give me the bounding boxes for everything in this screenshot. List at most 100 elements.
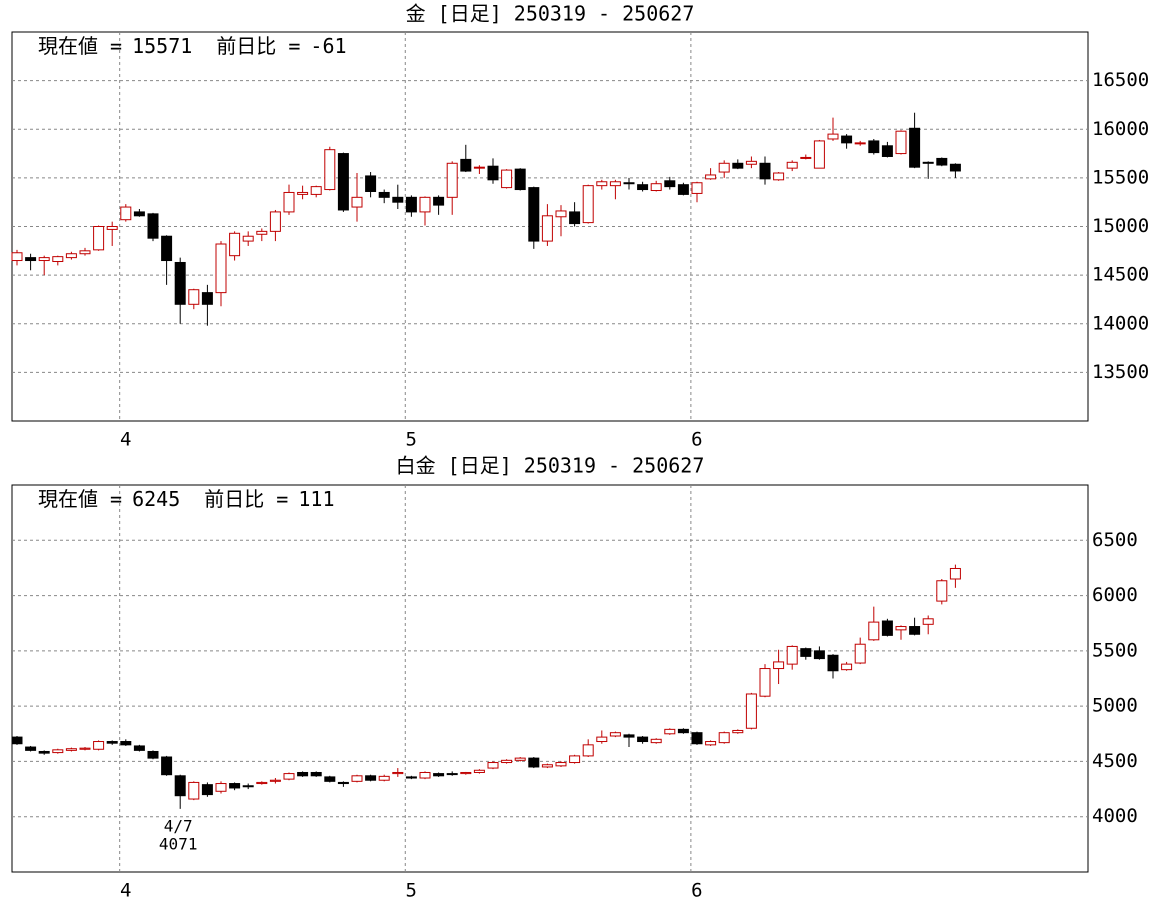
y-tick-label: 4500 (1092, 750, 1138, 772)
candle-body (528, 757, 540, 768)
candle-body (337, 781, 349, 785)
candle-body (324, 149, 336, 191)
candle-body (705, 174, 717, 180)
candle-body (188, 289, 200, 305)
candle-body (745, 160, 757, 165)
y-tick-label: 4000 (1092, 805, 1138, 827)
candle-body (365, 775, 377, 781)
change-value: -61 (310, 34, 346, 58)
candle-body (283, 191, 295, 213)
candle-body (773, 661, 785, 670)
y-tick-label: 14500 (1092, 264, 1149, 286)
candle-body (541, 215, 553, 242)
candle-body (297, 771, 309, 777)
candle-body (786, 645, 798, 665)
candle-body (174, 261, 186, 305)
candle-body (120, 206, 132, 221)
candle-body (297, 191, 309, 195)
candle-body (351, 775, 363, 782)
change-label: 前日比 = (204, 487, 288, 511)
candle-body (93, 226, 105, 251)
candle-body (161, 756, 173, 776)
candle-body (242, 235, 254, 242)
candle-body (637, 184, 649, 191)
candle-body (909, 127, 921, 168)
y-tick-label: 6500 (1092, 529, 1138, 551)
candle-body (895, 130, 907, 155)
candle-body (949, 567, 961, 580)
annotation-label: 4/7 (164, 816, 193, 835)
candle-body (460, 771, 472, 775)
candle-body (324, 776, 336, 782)
candle-body (677, 184, 689, 195)
candle-body (433, 773, 445, 777)
candle-body (868, 140, 880, 154)
candle-body (446, 773, 458, 776)
candle-body (895, 626, 907, 631)
x-tick-label: 6 (691, 880, 702, 902)
candle-body (378, 775, 390, 781)
y-tick-label: 15500 (1092, 166, 1149, 188)
candle-body (120, 741, 132, 746)
candle-body (473, 769, 485, 773)
candle-body (773, 172, 785, 181)
candle-body (215, 783, 227, 792)
candle-body (419, 196, 431, 213)
candle-body (337, 153, 349, 211)
current-value: 15571 (132, 34, 192, 58)
candle-body (922, 618, 934, 625)
candle-body (79, 747, 91, 750)
candle-body (881, 620, 893, 636)
candle-body (936, 580, 948, 602)
candle-body (229, 783, 241, 789)
candle-body (161, 235, 173, 262)
candle-body (25, 746, 37, 751)
candle-body (106, 741, 118, 744)
candle-body (514, 757, 526, 761)
candle-body (501, 759, 513, 764)
candle-body (664, 180, 676, 188)
candle-body (528, 187, 540, 242)
candle-body (11, 736, 23, 745)
candle-body (38, 257, 50, 262)
y-tick-label: 5500 (1092, 639, 1138, 661)
candle-body (365, 175, 377, 192)
candle-body (637, 736, 649, 743)
candle-body (392, 196, 404, 203)
candle-body (65, 748, 77, 751)
candle-body (800, 156, 812, 159)
candle-body (786, 161, 798, 169)
info-text: 現在値 = 6245 前日比 = 111 (38, 487, 334, 511)
candle-body (677, 728, 689, 734)
candle-body (310, 771, 322, 777)
chart-title: 金 [日足] 250319 - 250627 (406, 2, 695, 26)
plot-frame (11, 484, 1089, 873)
candle-body (147, 750, 159, 759)
candle-body (664, 728, 676, 735)
y-tick-label: 6000 (1092, 584, 1138, 606)
candle-body (841, 663, 853, 671)
candle-body (133, 211, 145, 217)
candle-body (174, 775, 186, 797)
candle-body (609, 732, 621, 737)
candle-body (800, 648, 812, 657)
candle-body (881, 145, 893, 157)
candle-body (269, 779, 281, 782)
candle-body (732, 729, 744, 734)
candle-body (854, 643, 866, 664)
candle-body (759, 162, 771, 180)
candle-body (242, 785, 254, 788)
candle-body (269, 211, 281, 232)
candle-body (650, 183, 662, 192)
change-label: 前日比 = (216, 34, 300, 58)
annotation-value: 4071 (159, 834, 198, 853)
candle-body (841, 135, 853, 144)
candle-body (11, 252, 23, 262)
candle-body (514, 168, 526, 191)
candle-body (854, 142, 866, 145)
candle-body (487, 165, 499, 181)
candle-body (106, 226, 118, 230)
candle-body (188, 781, 200, 800)
candle-body (473, 166, 485, 169)
candle-body (52, 749, 64, 754)
